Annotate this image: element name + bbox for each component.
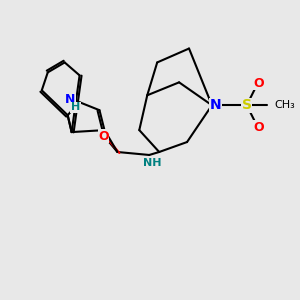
Text: O: O [98, 130, 109, 142]
Text: H: H [71, 102, 80, 112]
Text: N: N [210, 98, 222, 112]
Text: NH: NH [143, 158, 161, 168]
Text: O: O [254, 77, 264, 90]
Text: O: O [254, 121, 264, 134]
Text: CH₃: CH₃ [274, 100, 296, 110]
Text: N: N [65, 93, 76, 106]
Text: S: S [242, 98, 252, 112]
